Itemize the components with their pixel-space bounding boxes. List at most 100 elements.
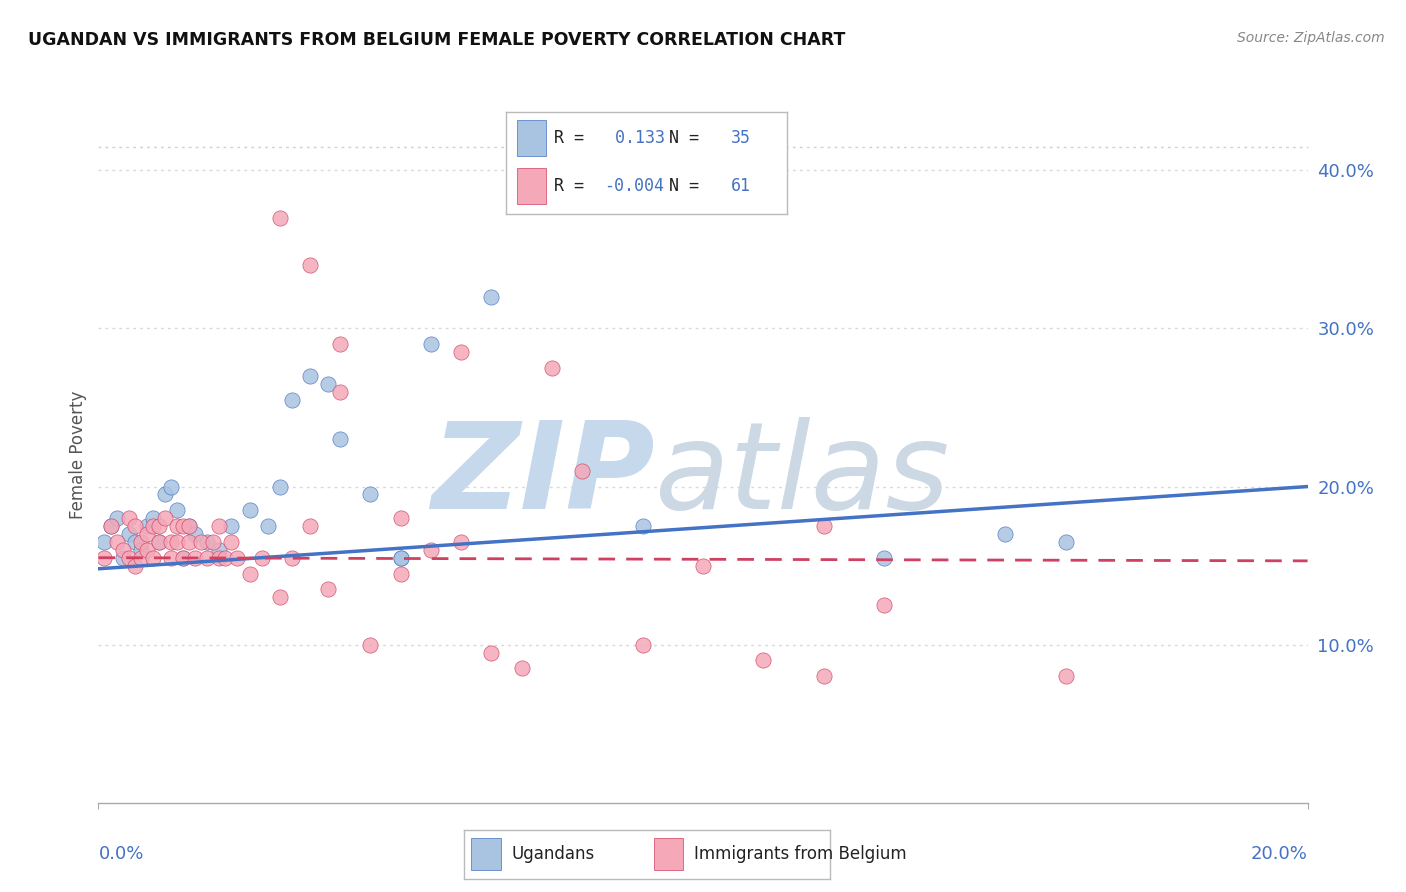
Point	[631, 519, 654, 533]
Point	[329, 337, 352, 351]
Point	[118, 511, 141, 525]
Point	[994, 527, 1017, 541]
Point	[329, 432, 352, 446]
Text: R =: R =	[554, 177, 583, 194]
Point	[450, 534, 472, 549]
Point	[160, 550, 183, 565]
Point	[153, 487, 176, 501]
Point	[105, 534, 128, 549]
Point	[160, 534, 183, 549]
Point	[208, 542, 231, 557]
Point	[93, 534, 115, 549]
Point	[184, 527, 207, 541]
Point	[208, 519, 231, 533]
Point	[124, 558, 146, 573]
Point	[389, 550, 412, 565]
Point	[105, 511, 128, 525]
Y-axis label: Female Poverty: Female Poverty	[69, 391, 87, 519]
Point	[177, 519, 201, 533]
Point	[208, 550, 231, 565]
Point	[450, 345, 472, 359]
Point	[226, 550, 249, 565]
Point	[256, 519, 278, 533]
Text: Ugandans: Ugandans	[512, 845, 595, 863]
Point	[299, 519, 322, 533]
Point	[540, 360, 562, 375]
Point	[160, 479, 183, 493]
Point	[316, 376, 339, 391]
Point	[118, 550, 141, 565]
Point	[153, 511, 176, 525]
Point	[281, 550, 304, 565]
Point	[177, 519, 201, 533]
Text: R =: R =	[554, 128, 593, 146]
Text: -0.004: -0.004	[605, 177, 665, 194]
Point	[111, 542, 134, 557]
Text: Immigrants from Belgium: Immigrants from Belgium	[695, 845, 907, 863]
Point	[142, 550, 165, 565]
Point	[1054, 534, 1077, 549]
Text: ZIP: ZIP	[430, 417, 655, 534]
Point	[813, 669, 835, 683]
Text: 20.0%: 20.0%	[1251, 845, 1308, 863]
Point	[510, 661, 533, 675]
Point	[389, 511, 412, 525]
Bar	[654, 838, 683, 870]
Point	[281, 392, 304, 407]
Point	[148, 534, 170, 549]
Point	[129, 534, 152, 549]
Point	[172, 550, 194, 565]
Bar	[517, 120, 546, 155]
Point	[481, 646, 503, 660]
Point	[269, 591, 291, 605]
Point	[239, 503, 262, 517]
Bar	[517, 168, 546, 204]
Point	[360, 638, 382, 652]
Text: N =: N =	[669, 128, 699, 146]
Text: UGANDAN VS IMMIGRANTS FROM BELGIUM FEMALE POVERTY CORRELATION CHART: UGANDAN VS IMMIGRANTS FROM BELGIUM FEMAL…	[28, 31, 845, 49]
Point	[166, 503, 188, 517]
Bar	[471, 838, 501, 870]
Point	[100, 519, 122, 533]
Text: 35: 35	[731, 128, 751, 146]
Point	[118, 527, 141, 541]
Point	[813, 519, 835, 533]
Point	[239, 566, 262, 581]
Text: N =: N =	[669, 177, 699, 194]
Point	[166, 534, 188, 549]
Point	[299, 368, 322, 383]
Point	[1054, 669, 1077, 683]
Point	[631, 638, 654, 652]
Text: 0.0%: 0.0%	[98, 845, 143, 863]
Point	[360, 487, 382, 501]
Point	[221, 534, 243, 549]
Point	[142, 511, 165, 525]
Point	[129, 550, 152, 565]
Point	[195, 550, 218, 565]
Point	[184, 550, 207, 565]
Point	[873, 598, 896, 612]
Point	[481, 290, 503, 304]
Point	[190, 534, 212, 549]
Point	[93, 550, 115, 565]
Point	[571, 464, 593, 478]
Point	[250, 550, 273, 565]
Point	[177, 534, 201, 549]
Text: 0.133: 0.133	[605, 128, 665, 146]
Point	[195, 534, 218, 549]
Point	[124, 534, 146, 549]
Point	[100, 519, 122, 533]
Point	[389, 550, 412, 565]
Point	[135, 527, 157, 541]
Point	[129, 542, 152, 557]
Point	[316, 582, 339, 597]
Point	[419, 542, 441, 557]
Point	[202, 534, 225, 549]
Point	[329, 384, 352, 399]
Text: 61: 61	[731, 177, 751, 194]
Point	[214, 550, 236, 565]
Point	[299, 258, 322, 272]
Point	[172, 519, 194, 533]
Point	[269, 211, 291, 225]
Point	[752, 653, 775, 667]
